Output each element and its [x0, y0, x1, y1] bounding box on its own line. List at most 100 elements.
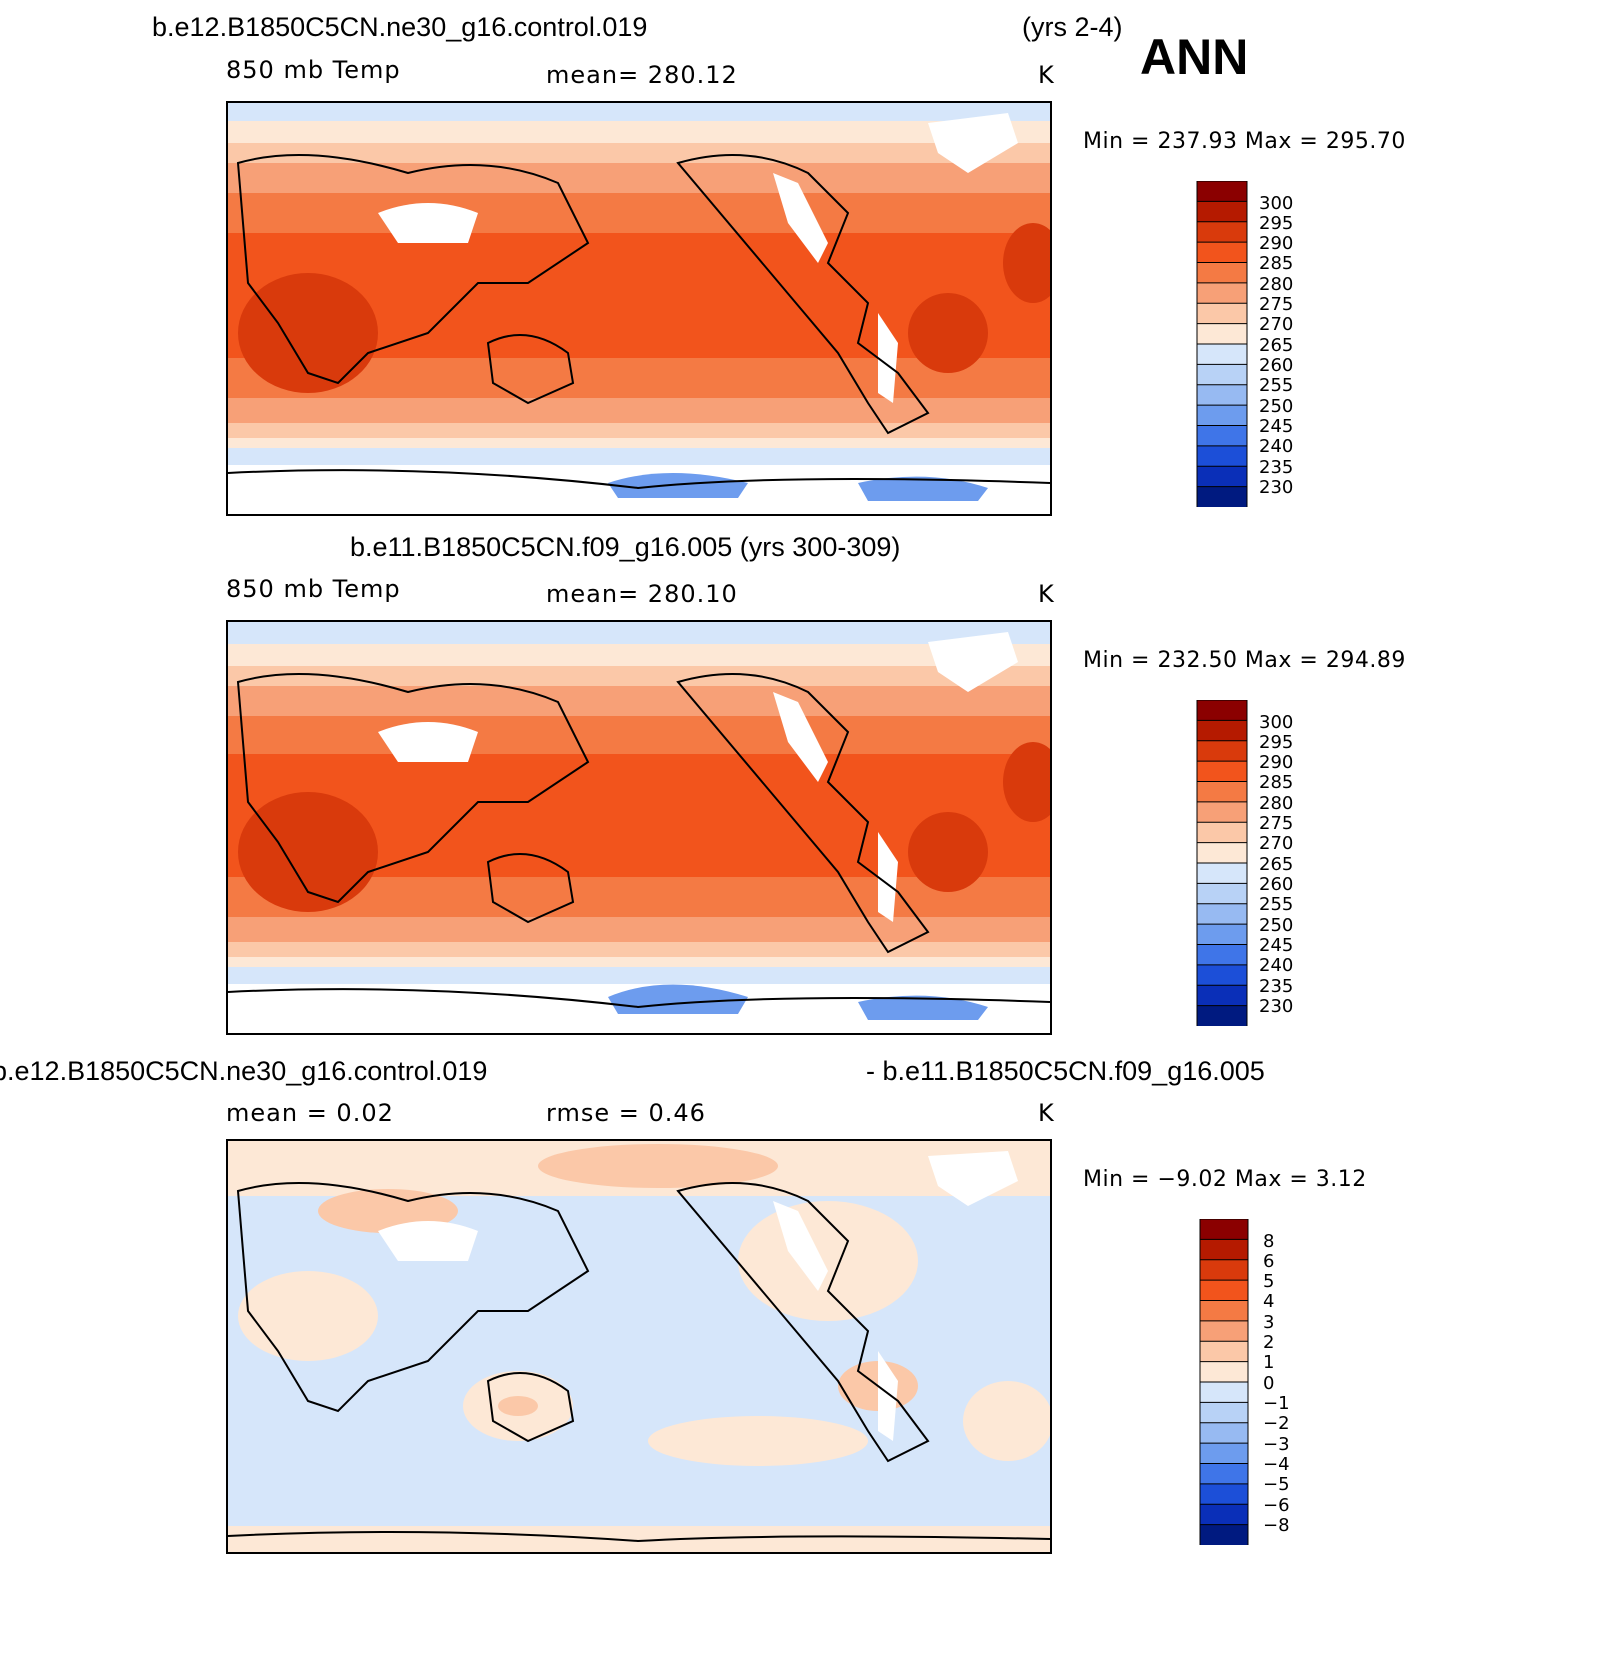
panel-3-cbar-label-8: −1 [1263, 1393, 1290, 1414]
panel-1-mean: mean= 280.12 [546, 61, 738, 89]
colorbar-swatch [1199, 1422, 1249, 1445]
colorbar-swatch [1196, 842, 1248, 865]
colorbar-swatch [1196, 282, 1248, 305]
colorbar-swatch [1196, 740, 1248, 763]
difference-field-map [228, 1141, 1050, 1552]
panel-3-cbar-label-9: −2 [1263, 1413, 1290, 1434]
panel-1-cbar-label-11: 245 [1259, 416, 1294, 437]
colorbar-swatch [1199, 1463, 1249, 1485]
panel-3-cbar-label-4: 3 [1263, 1312, 1275, 1333]
colorbar-swatch [1199, 1279, 1249, 1302]
colorbar-swatch [1196, 445, 1248, 468]
panel-1-cbar-label-5: 275 [1259, 294, 1294, 315]
panel-2-colorbar-swatches [1196, 699, 1248, 1028]
panel-2-cbar-label-0: 300 [1259, 712, 1294, 733]
colorbar-swatch [1199, 1524, 1249, 1547]
colorbar-swatch [1196, 862, 1248, 885]
colorbar-swatch [1196, 221, 1248, 244]
panel-3-map [226, 1139, 1052, 1554]
panel-3-cbar-label-5: 2 [1263, 1332, 1275, 1353]
panel-2-cbar-label-13: 235 [1259, 976, 1294, 997]
panel-1-cbar-label-7: 265 [1259, 335, 1294, 356]
panel-2-cbar-label-1: 295 [1259, 732, 1294, 753]
panel-2-cbar-label-7: 265 [1259, 854, 1294, 875]
colorbar-swatch [1199, 1361, 1249, 1384]
panel-1-colorbar-swatches [1196, 180, 1248, 509]
season-label: ANN [1140, 29, 1249, 85]
colorbar-swatch [1196, 699, 1248, 722]
panel-1-cbar-label-14: 230 [1259, 477, 1294, 498]
panel-3-cbar-label-0: 8 [1263, 1231, 1275, 1252]
panel-3-rmse: rmse = 0.46 [546, 1099, 706, 1127]
colorbar-swatch [1199, 1259, 1249, 1282]
colorbar-swatch [1196, 343, 1248, 366]
panel-3-colorbar [1199, 1218, 1249, 1550]
panel-2-cbar-label-9: 255 [1259, 894, 1294, 915]
colorbar-swatch [1199, 1340, 1249, 1363]
colorbar-swatch [1196, 486, 1248, 509]
panel-1-cbar-label-1: 295 [1259, 213, 1294, 234]
colorbar-swatch [1199, 1483, 1249, 1506]
colorbar-swatch [1196, 384, 1248, 407]
panel-3-cbar-label-10: −3 [1263, 1434, 1290, 1455]
colorbar-swatch [1196, 302, 1248, 325]
panel-2-cbar-label-6: 270 [1259, 833, 1294, 854]
panel-1-cbar-label-6: 270 [1259, 314, 1294, 335]
colorbar-swatch [1196, 821, 1248, 844]
panel-3-cbar-label-13: −6 [1263, 1495, 1290, 1516]
colorbar-swatch [1196, 781, 1248, 803]
panel-1-minmax: Min = 237.93 Max = 295.70 [1083, 129, 1406, 154]
panel-3-cbar-label-12: −5 [1263, 1474, 1290, 1495]
colorbar-swatch [1196, 923, 1248, 946]
colorbar-swatch [1196, 719, 1248, 742]
colorbar-swatch [1196, 465, 1248, 488]
colorbar-swatch [1199, 1381, 1249, 1404]
colorbar-swatch [1196, 404, 1248, 427]
panel-2-cbar-label-2: 290 [1259, 752, 1294, 773]
panel-2-cbar-label-14: 230 [1259, 996, 1294, 1017]
panel-2-variable: 850 mb Temp [226, 575, 401, 603]
panel-2-cbar-label-3: 285 [1259, 772, 1294, 793]
panel-2-cbar-label-11: 245 [1259, 935, 1294, 956]
colorbar-swatch [1199, 1401, 1249, 1424]
panel-1-cbar-label-8: 260 [1259, 355, 1294, 376]
panel-1-cbar-label-13: 235 [1259, 457, 1294, 478]
panel-2-colorbar [1196, 699, 1248, 1031]
panel-3-minmax: Min = −9.02 Max = 3.12 [1083, 1167, 1367, 1192]
panel-2-cbar-label-5: 275 [1259, 813, 1294, 834]
panel-3-title-right: - b.e11.B1850C5CN.f09_g16.005 [866, 1056, 1265, 1086]
colorbar-swatch [1196, 882, 1248, 905]
temperature-field-map-2 [228, 622, 1050, 1033]
panel-3-title-left: b.e12.B1850C5CN.ne30_g16.control.019 [0, 1056, 488, 1086]
colorbar-swatch [1196, 984, 1248, 1007]
panel-1-cbar-label-2: 290 [1259, 233, 1294, 254]
panel-3-colorbar-swatches [1199, 1218, 1249, 1547]
colorbar-swatch [1196, 903, 1248, 926]
panel-2-units: K [1038, 580, 1055, 608]
panel-3-cbar-label-11: −4 [1263, 1454, 1290, 1475]
temperature-field-map-1 [228, 103, 1050, 514]
colorbar-swatch [1196, 944, 1248, 966]
panel-1-cbar-label-10: 250 [1259, 396, 1294, 417]
colorbar-swatch [1199, 1300, 1249, 1322]
panel-2-cbar-label-4: 280 [1259, 793, 1294, 814]
panel-1-title: b.e12.B1850C5CN.ne30_g16.control.019 [152, 12, 648, 42]
panel-3-cbar-label-2: 5 [1263, 1271, 1275, 1292]
colorbar-swatch [1196, 760, 1248, 783]
colorbar-swatch [1199, 1442, 1249, 1465]
colorbar-swatch [1196, 241, 1248, 264]
panel-3-cbar-label-14: −8 [1263, 1515, 1290, 1536]
panel-1-cbar-label-9: 255 [1259, 375, 1294, 396]
panel-1-cbar-label-0: 300 [1259, 193, 1294, 214]
colorbar-swatch [1199, 1218, 1249, 1241]
panel-3-mean: mean = 0.02 [226, 1099, 394, 1127]
panel-2-cbar-label-10: 250 [1259, 915, 1294, 936]
panel-3-cbar-label-7: 0 [1263, 1373, 1275, 1394]
panel-3-cbar-label-1: 6 [1263, 1251, 1275, 1272]
colorbar-swatch [1196, 200, 1248, 223]
colorbar-swatch [1196, 1005, 1248, 1028]
panel-1-cbar-label-12: 240 [1259, 436, 1294, 457]
colorbar-swatch [1199, 1503, 1249, 1526]
colorbar-swatch [1196, 323, 1248, 346]
panel-1-years: (yrs 2-4) [1022, 12, 1123, 42]
